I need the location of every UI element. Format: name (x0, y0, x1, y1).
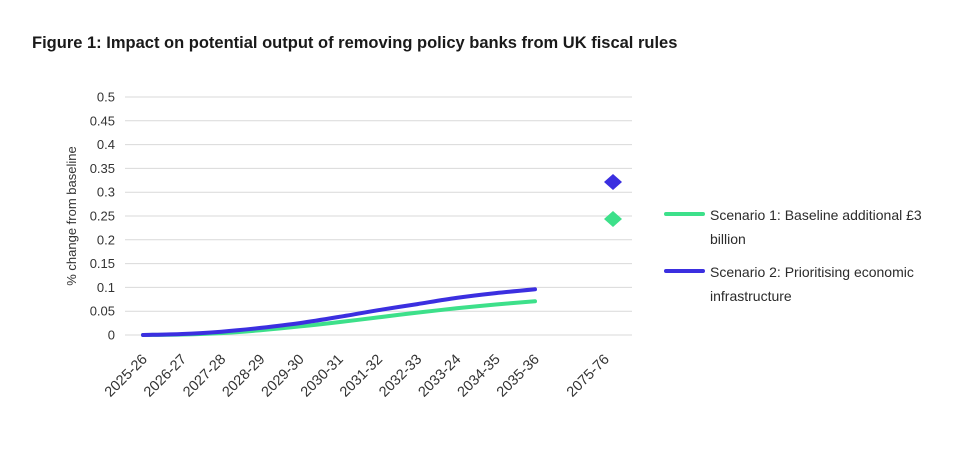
svg-text:2030-31: 2030-31 (298, 352, 347, 401)
svg-text:2026-27: 2026-27 (141, 352, 190, 401)
svg-text:Scenario 2: Prioritising econo: Scenario 2: Prioritising economic (710, 264, 914, 280)
svg-text:2029-30: 2029-30 (259, 352, 308, 401)
svg-text:0.5: 0.5 (97, 90, 115, 105)
svg-text:billion: billion (710, 231, 746, 247)
svg-text:2025-26: 2025-26 (102, 352, 151, 401)
svg-text:0: 0 (108, 328, 115, 343)
svg-text:2075-76: 2075-76 (564, 352, 613, 401)
svg-text:2035-36: 2035-36 (494, 352, 543, 401)
svg-text:infrastructure: infrastructure (710, 288, 792, 304)
svg-text:0.25: 0.25 (90, 209, 115, 224)
svg-text:0.4: 0.4 (97, 137, 115, 152)
svg-text:0.15: 0.15 (90, 256, 115, 271)
svg-text:2033-24: 2033-24 (415, 352, 464, 401)
svg-text:0.35: 0.35 (90, 161, 115, 176)
svg-text:0.1: 0.1 (97, 280, 115, 295)
svg-text:2028-29: 2028-29 (219, 352, 268, 401)
svg-text:2034-35: 2034-35 (455, 352, 504, 401)
svg-text:2031-32: 2031-32 (337, 352, 386, 401)
svg-text:2027-28: 2027-28 (180, 352, 229, 401)
svg-text:Scenario 1: Baseline additiona: Scenario 1: Baseline additional £3 (710, 207, 922, 223)
svg-text:% change from baseline: % change from baseline (64, 146, 79, 285)
svg-text:0.3: 0.3 (97, 185, 115, 200)
svg-text:2032-33: 2032-33 (376, 352, 425, 401)
svg-text:0.45: 0.45 (90, 113, 115, 128)
svg-text:0.2: 0.2 (97, 232, 115, 247)
svg-text:0.05: 0.05 (90, 304, 115, 319)
